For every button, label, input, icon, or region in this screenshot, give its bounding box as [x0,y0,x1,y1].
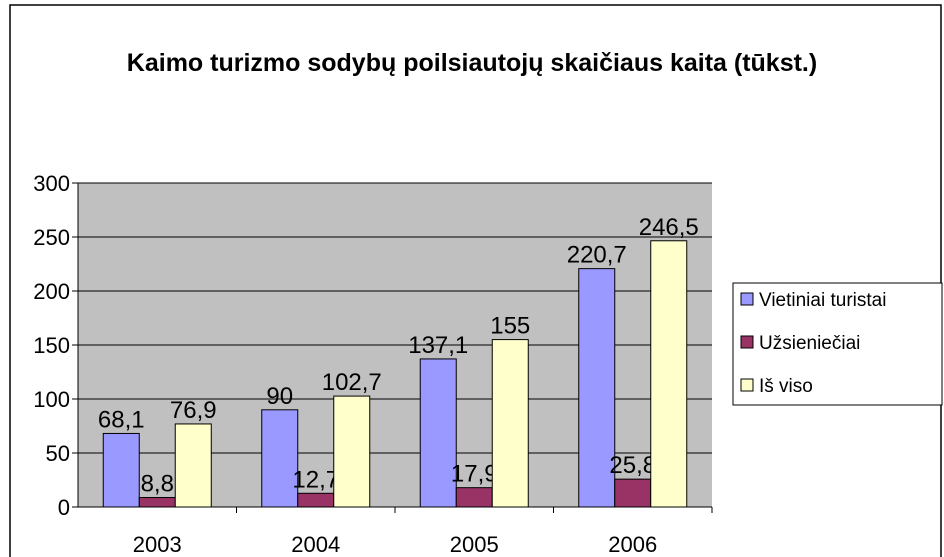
bar [297,492,335,508]
value-label: 102,7 [322,369,382,396]
value-label: 246,5 [639,214,699,241]
bar [102,432,140,508]
y-tick-label: 200 [33,279,70,304]
chart-title: Kaimo turizmo sodybų poilsiautojų skaiči… [126,49,818,77]
bar [174,423,212,508]
bar [614,478,652,508]
x-tick-label: 2004 [291,532,340,557]
bar [650,240,688,508]
y-tick-label: 300 [33,171,70,196]
x-tick-label: 2003 [133,532,182,557]
bar [261,409,299,508]
value-label: 220,7 [567,242,627,269]
legend-swatch [740,335,754,349]
legend-label: Vietiniai turistai [759,290,886,311]
y-tick-label: 250 [33,225,70,250]
y-tick-label: 50 [46,441,70,466]
bar [455,487,493,508]
legend-swatch [740,292,754,306]
value-label: 90 [266,383,293,410]
y-tick-label: 0 [58,495,70,520]
value-label: 17,9 [451,461,498,488]
value-label: 76,9 [170,397,217,424]
value-label: 137,1 [408,332,468,359]
value-label: 25,8 [609,452,656,479]
x-tick-label: 2005 [450,532,499,557]
value-label: 8,8 [141,470,174,497]
bar [491,339,529,508]
bar [578,268,616,508]
value-label: 155 [490,313,530,340]
legend-swatch [740,378,754,392]
bar [333,395,371,508]
bar [419,358,457,508]
legend-label: Iš viso [759,376,813,397]
value-label: 68,1 [98,406,145,433]
value-label: 12,7 [292,466,339,493]
y-tick-label: 150 [33,333,70,358]
bar [138,496,176,508]
legend-label: Užsieniečiai [759,333,860,354]
y-tick-label: 100 [33,387,70,412]
legend-box [732,282,943,406]
x-tick-label: 2006 [608,532,657,557]
